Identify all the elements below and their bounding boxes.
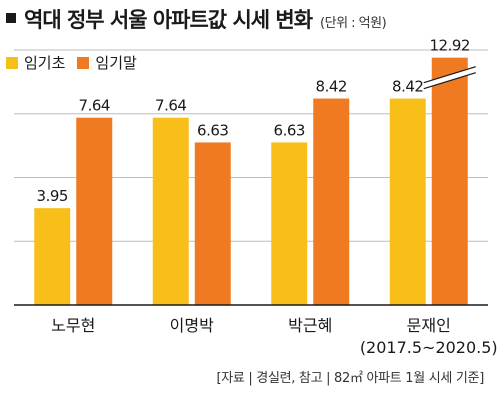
legend: 임기초 임기말 <box>6 52 149 73</box>
bar-start <box>152 117 189 305</box>
legend-swatch-start <box>6 56 18 69</box>
bar-end <box>431 57 468 306</box>
data-label: 7.64 <box>79 97 110 115</box>
legend-label-end: 임기말 <box>95 54 137 72</box>
chart-title: 역대 정부 서울 아파트값 시세 변화 <box>24 8 313 32</box>
unit-note: (단위 : 억원) <box>320 16 387 31</box>
source-note: [자료 | 경실련, 참고 | 82㎡ 아파트 1월 시세 기준] <box>216 371 484 386</box>
data-label: 8.42 <box>392 78 423 96</box>
x-tick-sublabel: (2017.5~2020.5) <box>360 338 498 357</box>
data-label: 7.64 <box>155 97 186 115</box>
title-bullet-icon <box>6 13 16 23</box>
data-label: 8.42 <box>316 78 347 96</box>
bar-start <box>271 142 308 305</box>
x-tick-label: 문재인 <box>407 316 451 335</box>
bar-start <box>389 98 426 305</box>
legend-swatch-end <box>77 56 90 69</box>
legend-item-start: 임기초 <box>6 52 65 73</box>
legend-item-end: 임기말 <box>77 52 137 73</box>
axis-break-line <box>423 72 476 90</box>
bar-end <box>313 98 350 305</box>
data-label: 3.95 <box>37 187 68 205</box>
x-tick-label: 노무현 <box>51 316 95 335</box>
axis-break-line <box>423 66 476 84</box>
data-label: 6.63 <box>197 121 228 139</box>
axis-break-mark <box>423 67 477 89</box>
bar-end <box>76 117 113 305</box>
legend-label-start: 임기초 <box>24 54 66 72</box>
x-tick-label: 이명박 <box>170 316 214 335</box>
x-tick-label: 박근혜 <box>288 316 332 335</box>
data-label: 6.63 <box>274 121 305 139</box>
bar-start <box>34 208 71 305</box>
data-label: 12.92 <box>430 37 470 55</box>
chart-header: 역대 정부 서울 아파트값 시세 변화 (단위 : 억원) <box>0 4 387 38</box>
bar-end <box>194 142 231 305</box>
